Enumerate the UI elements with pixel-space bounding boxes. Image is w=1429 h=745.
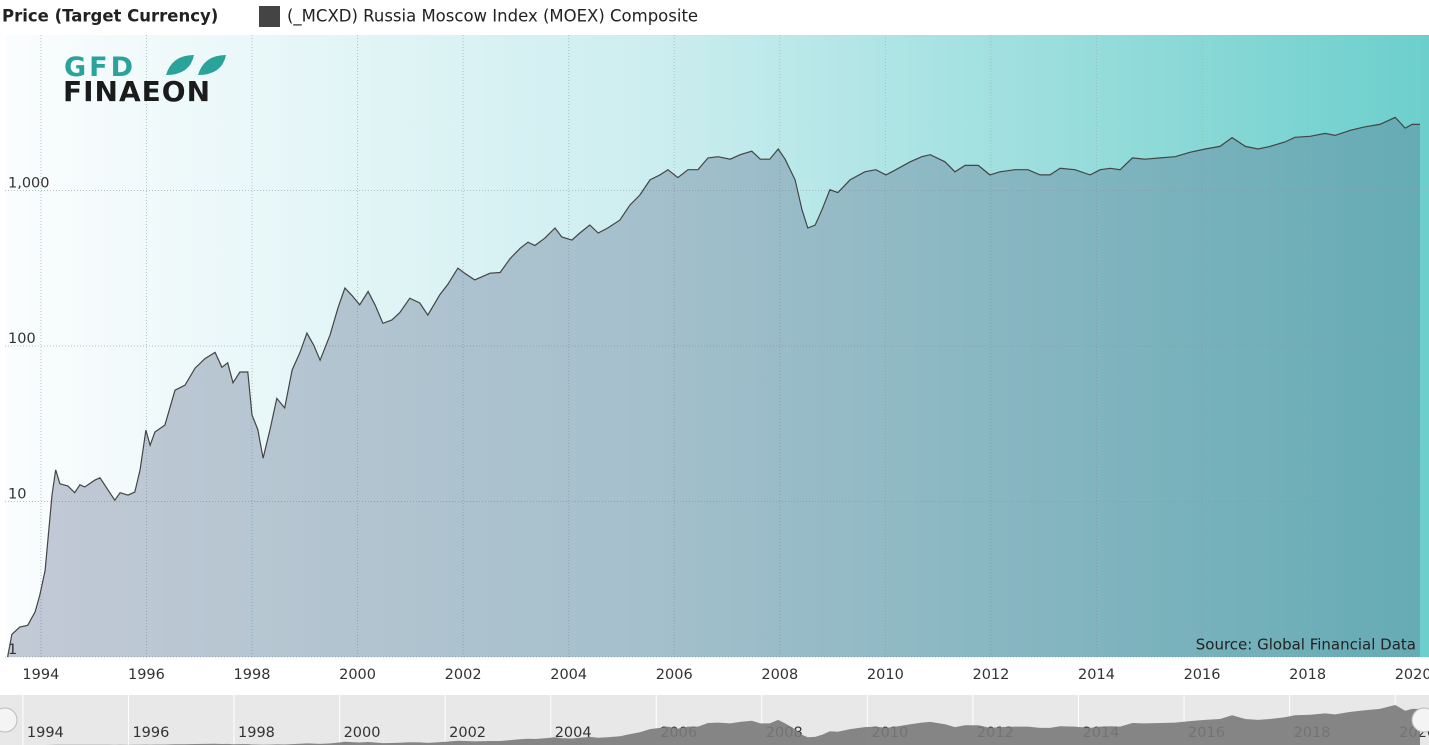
x-tick-label: 2008 bbox=[761, 667, 798, 683]
chart-title: Price (Target Currency) bbox=[2, 7, 218, 26]
y-tick-label: 10 bbox=[8, 487, 26, 503]
x-tick-label: 1998 bbox=[234, 667, 271, 683]
x-tick-label: 2006 bbox=[656, 667, 693, 683]
navigator-handle[interactable] bbox=[1411, 707, 1429, 733]
logo-top: GFD bbox=[64, 52, 136, 83]
navigator-tick-label: 2000 bbox=[344, 725, 381, 741]
x-tick-label: 2016 bbox=[1184, 667, 1221, 683]
x-tick-label: 2000 bbox=[339, 667, 376, 683]
legend-label[interactable]: (_MCXD) Russia Moscow Index (MOEX) Compo… bbox=[287, 7, 698, 27]
logo-leaves bbox=[166, 55, 226, 75]
logo-bottom: FINAEON bbox=[63, 75, 211, 108]
navigator-tick-label: 1998 bbox=[238, 725, 275, 741]
x-tick-label: 2018 bbox=[1289, 667, 1326, 683]
navigator-area bbox=[7, 705, 1421, 745]
y-tick-label: 1 bbox=[8, 642, 17, 658]
legend-swatch[interactable] bbox=[259, 6, 280, 27]
x-tick-label: 2010 bbox=[867, 667, 904, 683]
navigator-tick-label: 1994 bbox=[27, 725, 64, 741]
source-note: Source: Global Financial Data bbox=[1196, 636, 1416, 654]
x-tick-label: 2014 bbox=[1078, 667, 1115, 683]
navigator-tick-label: 1996 bbox=[132, 725, 169, 741]
line bbox=[7, 116, 1420, 658]
navigator-tick-label: 2002 bbox=[449, 725, 486, 741]
y-tick-label: 1,000 bbox=[8, 176, 50, 192]
area bbox=[7, 117, 1421, 657]
x-tick-label: 2002 bbox=[445, 667, 482, 683]
x-tick-label: 2020 bbox=[1395, 667, 1429, 683]
logo: GFD FINAEON bbox=[63, 52, 226, 108]
y-tick-label: 100 bbox=[8, 331, 36, 347]
x-tick-label: 1996 bbox=[128, 667, 165, 683]
x-tick-label: 1994 bbox=[22, 667, 59, 683]
x-tick-label: 2004 bbox=[550, 667, 587, 683]
navigator-tick-label: 2004 bbox=[555, 725, 592, 741]
navigator-handle[interactable] bbox=[0, 707, 18, 733]
x-tick-label: 2012 bbox=[972, 667, 1009, 683]
